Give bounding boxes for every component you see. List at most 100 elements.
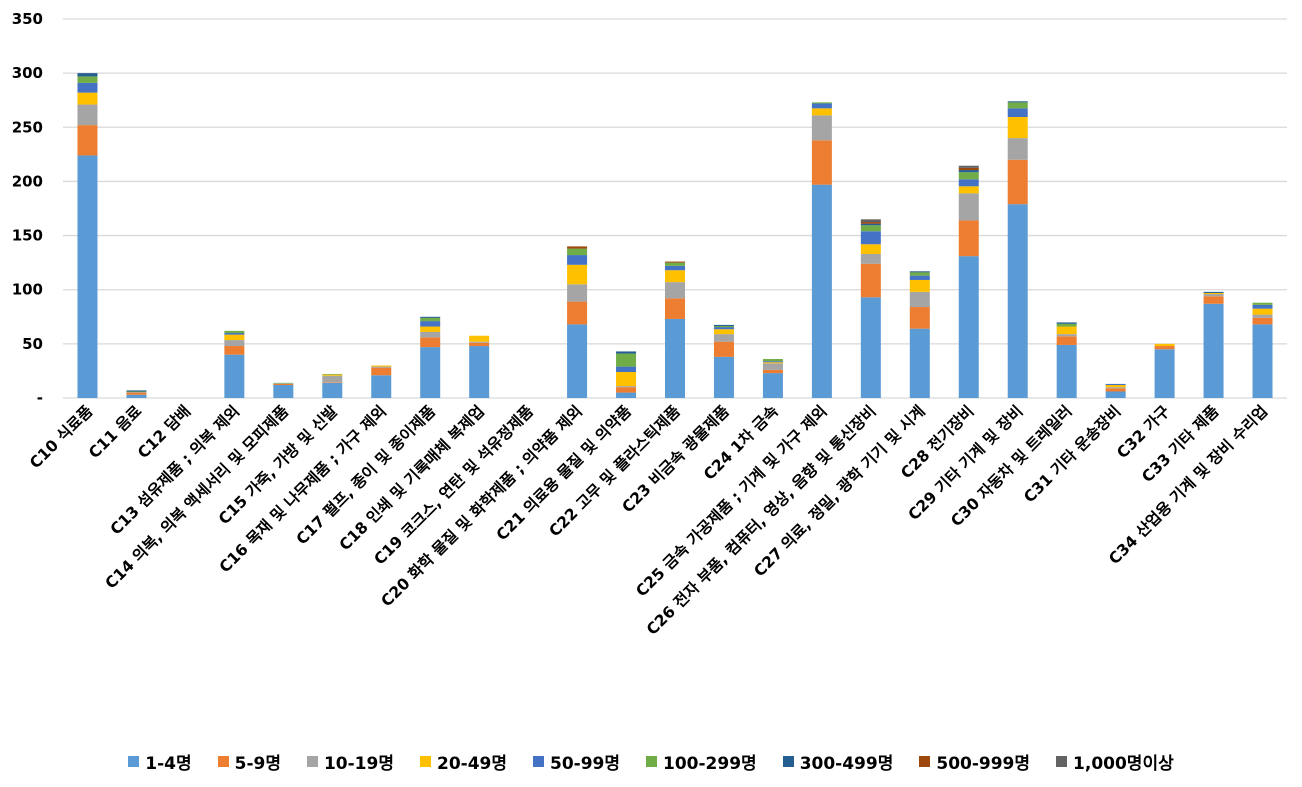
bar-segment [1056,322,1077,324]
bar-stack [1252,302,1273,398]
bar-segment [420,331,441,338]
bar-segment [273,383,294,384]
bar-segment [371,375,392,398]
bar-segment [126,391,147,393]
bar-stack [616,351,637,398]
bar-segment [762,373,783,398]
bar-segment [1252,314,1273,318]
legend-label: 20-49명 [436,753,507,774]
bar-segment [322,375,343,383]
bar-segment [665,262,685,266]
bar-segment [77,82,98,93]
bar-segment [126,392,147,395]
bar-stack [860,219,881,398]
bar-segment [958,170,979,173]
bars [77,73,1273,398]
bar-segment [1105,391,1126,398]
legend-label: 5-9명 [234,753,281,774]
bar-segment [958,172,979,180]
bar-segment [713,334,734,342]
bar-segment [616,372,637,387]
bar-segment [860,225,881,232]
bar-segment [713,325,734,328]
bar-segment [860,223,881,226]
bar-segment [1056,326,1077,335]
bar-segment [909,271,930,273]
legend-item: 5-9명 [217,749,281,774]
bar-segment [77,125,98,156]
bar-segment [1154,346,1175,350]
bar-segment [1203,292,1224,295]
bar-segment [469,342,490,347]
bar-segment [1056,334,1077,337]
bar-segment [1203,296,1224,304]
y-tick-label: 350 [12,10,43,28]
bar-segment [126,392,147,393]
bar-segment [909,328,930,398]
bar-segment [322,382,343,383]
bar-segment [762,369,783,374]
y-tick-label: 300 [12,64,43,82]
legend-item: 50-99명 [533,749,620,774]
legend-swatch [533,755,544,767]
bar-segment [1056,336,1077,345]
bar-segment [273,383,294,386]
bar-segment [958,167,979,171]
bar-stack [224,330,245,398]
bar-segment [371,367,392,376]
bar-stack [811,102,832,398]
bar-segment [469,346,490,398]
y-tick-label: 100 [12,281,43,299]
bar-segment [665,318,685,398]
bar-segment [1007,159,1028,205]
legend-swatch [782,755,794,767]
bar-segment [958,193,979,221]
bar-segment [762,362,783,364]
bar-stack [371,365,392,398]
legend-swatch [128,755,140,767]
legend-label: 1-4명 [145,753,192,774]
bar-segment [322,374,343,376]
bar-segment [909,272,930,276]
bar-segment [567,301,588,325]
bar-segment [567,324,588,398]
bar-stack [567,246,588,398]
bar-stack [273,382,294,398]
bar-segment [1252,302,1273,305]
bar-segment [1007,101,1028,103]
bar-stack [762,359,783,398]
bar-segment [958,220,979,257]
bar-segment [762,359,783,362]
bar-segment [567,284,588,302]
legend: 1-4명 5-9명 10-19명 20-49명 50-99명 100-299명 … [0,744,1302,778]
y-axis: - 50 100 150 200 250 300 350 [12,10,43,407]
bar-segment [616,351,637,354]
legend-item: 300-499명 [782,749,893,774]
bar-segment [77,92,98,105]
y-tick-label: 200 [12,172,43,190]
bar-segment [1252,324,1273,398]
bar-stack [713,324,734,398]
y-tick-label: 50 [22,335,43,353]
bar-segment [1007,204,1028,398]
bar-segment [420,317,441,322]
legend-item: 20-49명 [419,749,507,774]
bar-stack [1203,291,1224,398]
bar-segment [713,356,734,398]
bar-segment [1007,102,1028,109]
bar-segment [420,316,441,318]
bar-segment [1252,308,1273,315]
bar-stack [958,165,979,398]
bar-segment [860,263,881,298]
bar-segment [860,222,881,224]
bar-segment [1105,388,1126,392]
bar-stack [322,373,343,398]
bar-segment [77,76,98,83]
bar-segment [958,179,979,187]
bar-stack [1105,383,1126,398]
bar-segment [126,390,147,392]
bar-segment [762,361,783,363]
legend-item: 10-19명 [306,749,394,774]
bar-segment [1203,294,1224,297]
bar-segment [420,326,441,332]
